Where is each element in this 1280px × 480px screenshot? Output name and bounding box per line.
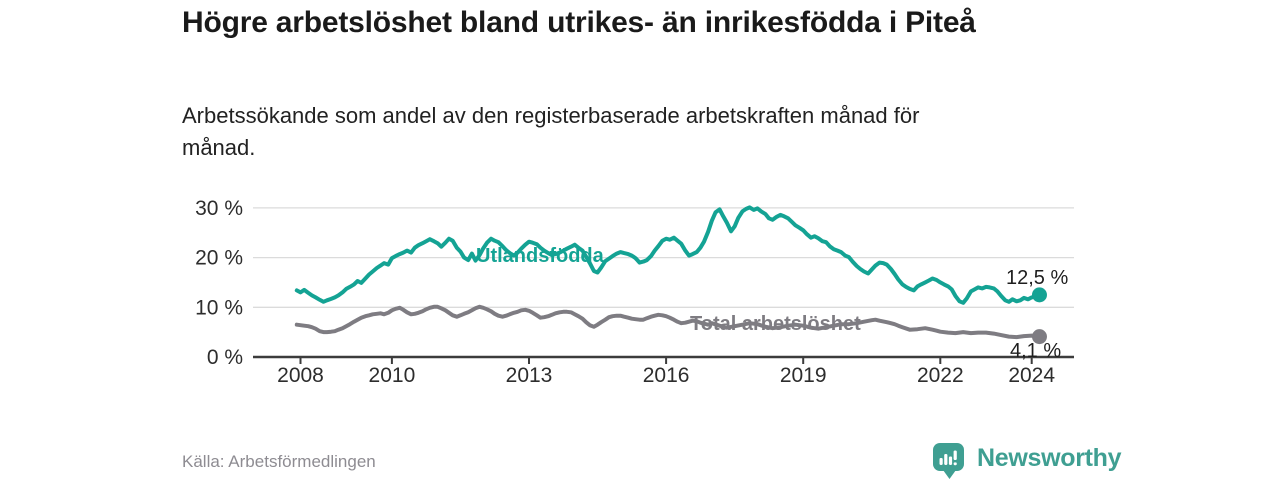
x-tick-label: 2010 [369,364,416,387]
end-value-utlandsfodda: 12,5 % [1006,267,1069,289]
y-tick-label: 30 % [195,197,243,220]
page-subtitle: Arbetssökande som andel av den registerb… [182,103,920,160]
series-line-1 [294,304,1042,340]
x-tick-label: 2022 [917,364,964,387]
end-value-total-arbetsloshet: 4,1 % [1010,340,1062,362]
x-tick-label: 2013 [506,364,553,387]
y-tick-label: 10 % [195,296,243,319]
x-tick-label: 2019 [780,364,827,387]
x-tick-label: 2008 [277,364,324,387]
x-tick-label: 2016 [643,364,690,387]
page-title: Högre arbetslöshet bland utrikes- än inr… [182,6,976,39]
newsworthy-logo: Newsworthy [932,442,1122,480]
series-line-0 [294,205,1042,305]
brand-name: Newsworthy [977,444,1122,472]
series-label-utlandsfodda: Utlandsfödda [476,245,604,267]
source-caption: Källa: Arbetsförmedlingen [182,452,376,471]
newsworthy-chart-bubble-icon [933,443,964,479]
series-label-total-arbetsloshet: Total arbetslöshet [690,313,861,335]
series-end-dot-1 [1031,329,1047,345]
y-tick-label: 20 % [195,247,243,270]
y-tick-label: 0 % [207,346,243,369]
series-end-dot-0 [1031,287,1047,303]
x-tick-label: 2024 [1008,364,1055,387]
